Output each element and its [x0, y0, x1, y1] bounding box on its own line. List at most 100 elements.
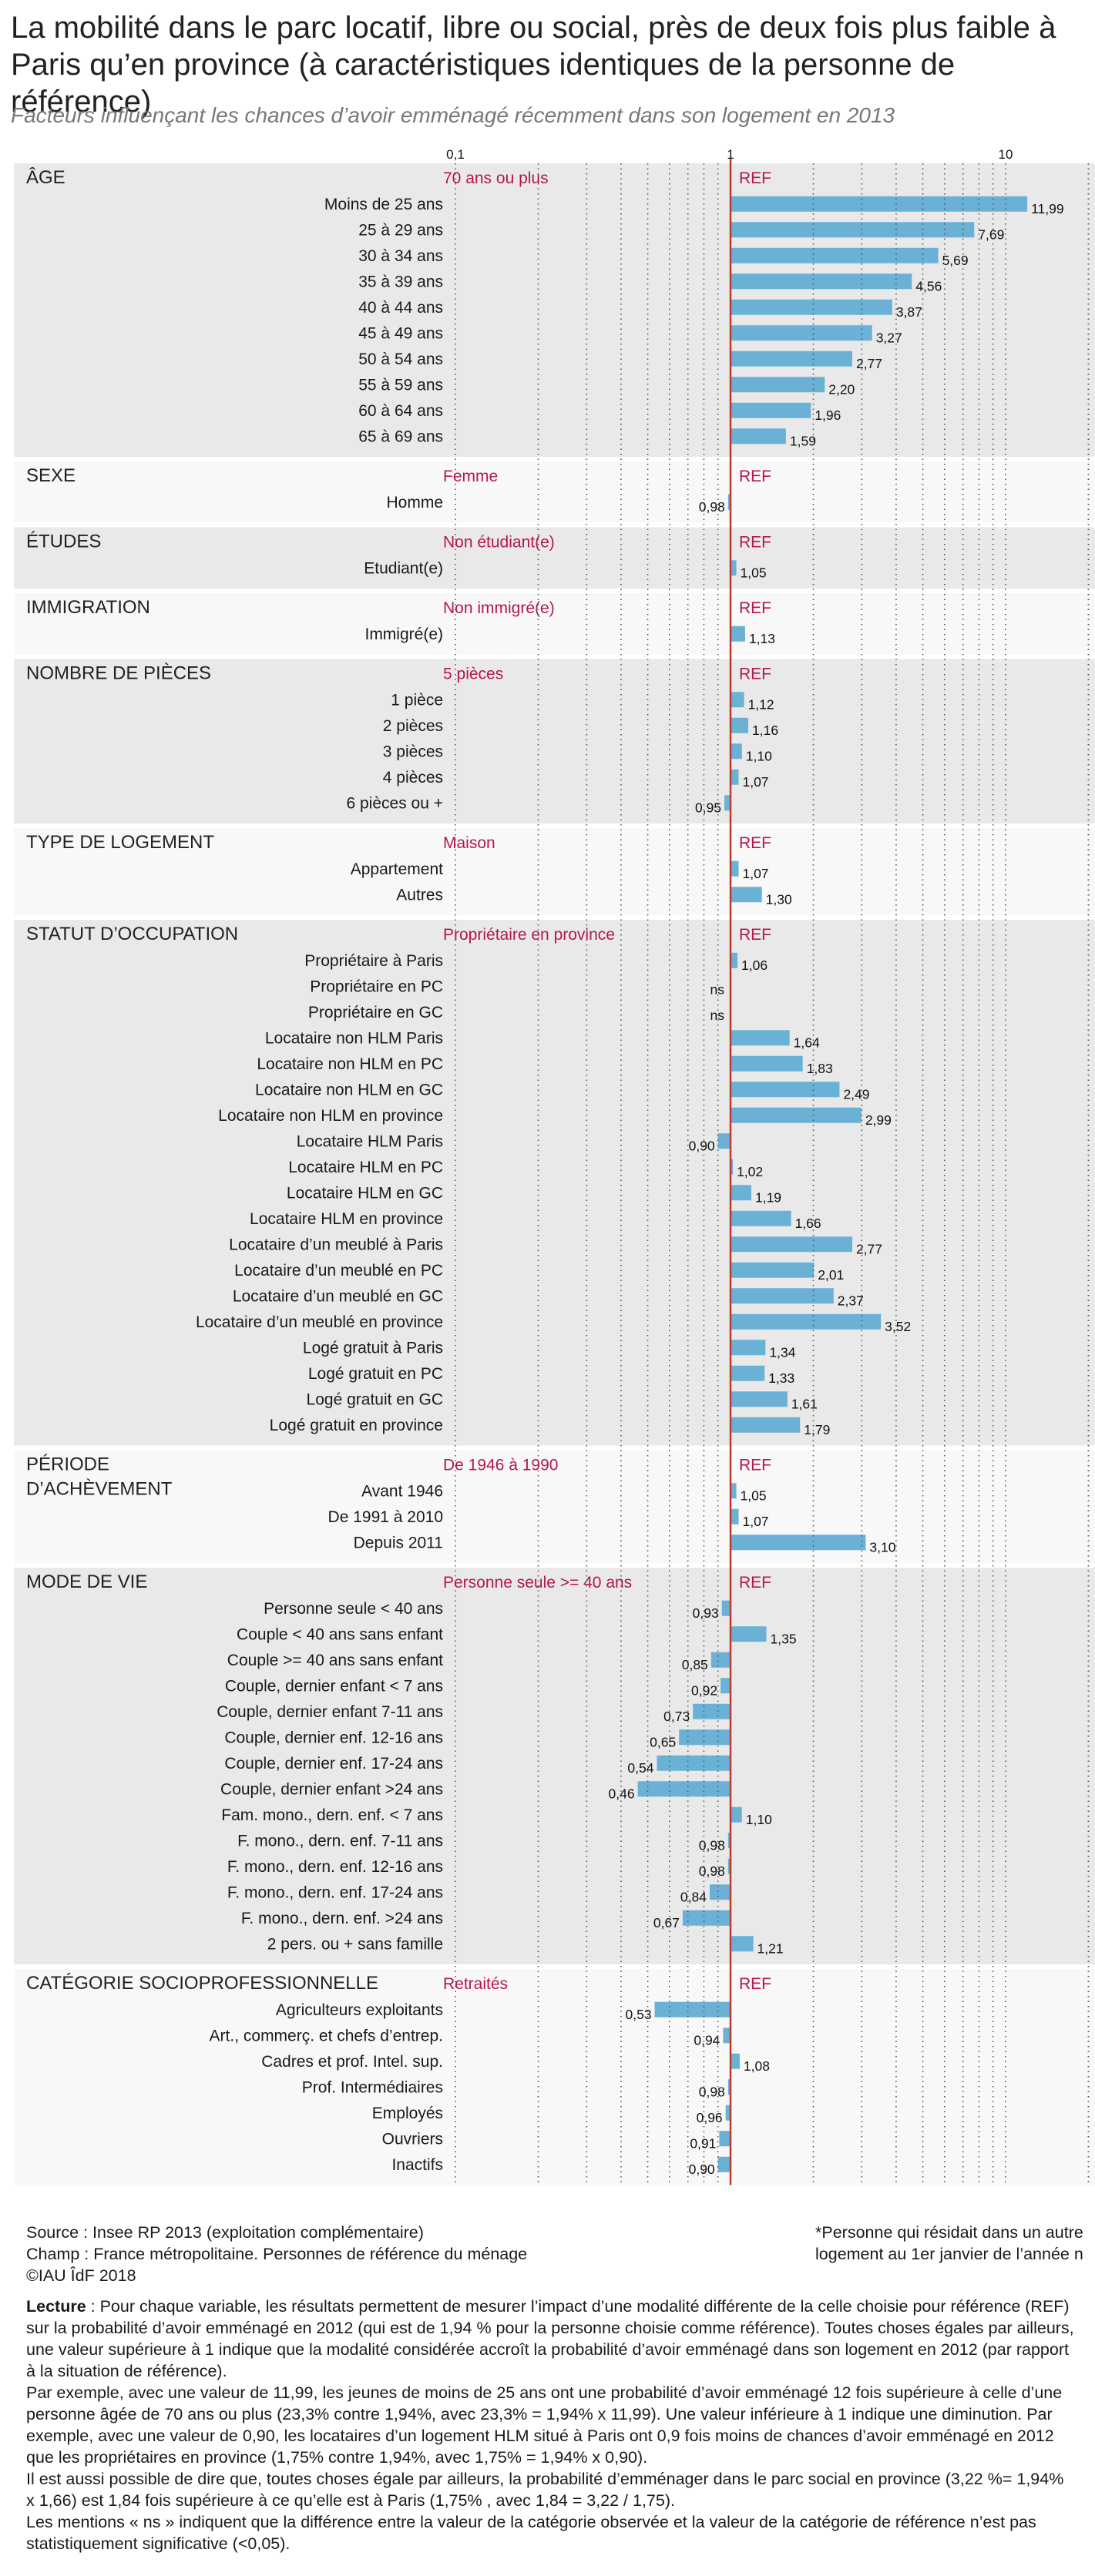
section-title: ÉTUDES	[26, 532, 101, 552]
bar	[725, 2105, 731, 2121]
bar	[654, 2001, 731, 2018]
bar	[731, 1055, 803, 1072]
reference-marker: REF	[739, 1975, 771, 1993]
row-label: Locataire non HLM en GC	[255, 1081, 443, 1098]
bar	[731, 1185, 751, 1201]
data-label: 0,98	[699, 1837, 725, 1853]
section-title: CATÉGORIE SOCIOPROFESSIONNELLE	[26, 1973, 378, 1994]
data-label: 2,49	[843, 1086, 869, 1102]
data-label: 0,85	[682, 1657, 708, 1672]
bar	[727, 1858, 731, 1874]
row-label: Locataire HLM en province	[250, 1210, 443, 1228]
section-band	[14, 163, 1095, 457]
row-label: Locataire HLM en GC	[287, 1184, 443, 1202]
data-label: 0,96	[697, 2110, 723, 2125]
bar	[731, 222, 975, 238]
data-label: 1,05	[741, 565, 767, 580]
data-label: 5,69	[942, 253, 969, 268]
reference-category: 5 pièces	[443, 666, 503, 683]
bar	[679, 1729, 731, 1746]
chart-header: La mobilité dans le parc locatif, libre …	[0, 0, 1095, 142]
bar	[731, 273, 912, 290]
odds-ratio-chart: 0,1 1 10 ÂGE 70 ans ou plus REF Moins de 25 an…	[14, 147, 1095, 2185]
row-label: F. mono., dern. enf. 12-16 ans	[227, 1858, 443, 1876]
bar	[731, 196, 1028, 212]
row-label: 3 pièces	[383, 743, 443, 760]
data-label: 1,10	[746, 1812, 772, 1827]
row-label: 2 pers. ou + sans famille	[267, 1935, 443, 1953]
data-label: 0,46	[609, 1786, 635, 1801]
bar	[731, 1159, 734, 1175]
reference-category: Propriétaire en province	[443, 926, 615, 944]
bar	[731, 1391, 788, 1407]
copyright-text: ©IAU ÎdF 2018	[26, 2266, 136, 2285]
bar	[731, 402, 811, 418]
data-label: 0,91	[690, 2135, 716, 2151]
bar	[731, 1262, 815, 1278]
data-label: 0,93	[693, 1605, 719, 1621]
data-label: 0,54	[627, 1760, 653, 1776]
bar	[731, 1313, 882, 1330]
row-label: Fam. mono., dern. enf. < 7 ans	[221, 1806, 443, 1824]
data-label: 1,64	[794, 1035, 820, 1050]
reading-text-1: : Pour chaque variable, les résultats pe…	[26, 2297, 1074, 2380]
data-label: 0,84	[680, 1889, 707, 1904]
data-label: 0,90	[689, 1138, 715, 1153]
section-title: PÉRIODE D’ACHÈVEMENT	[26, 1454, 173, 1500]
data-label: 0,53	[626, 2007, 652, 2022]
data-label: 1,13	[749, 631, 775, 646]
data-label: 1,96	[815, 408, 841, 423]
row-label: Avant 1946	[361, 1482, 443, 1500]
bar	[731, 1508, 739, 1524]
section-title: TYPE DE LOGEMENT	[26, 832, 214, 853]
row-label: 55 à 59 ans	[358, 376, 443, 394]
row-label: Cadres et prof. Intel. sup.	[261, 2053, 443, 2071]
section-title: ÂGE	[26, 167, 65, 188]
data-label: 2,01	[818, 1267, 844, 1283]
reference-category: 70 ans ou plus	[443, 169, 549, 187]
row-label: Locataire HLM Paris	[297, 1132, 443, 1150]
row-label: 40 à 44 ans	[358, 299, 443, 317]
reference-marker: REF	[739, 534, 771, 552]
section-band	[14, 828, 1095, 915]
row-label: Ouvriers	[382, 2130, 443, 2148]
row-label: Couple, dernier enfant >24 ans	[220, 1780, 443, 1798]
bar	[727, 1833, 731, 1849]
data-label: 0,98	[699, 1863, 725, 1879]
reference-marker: REF	[739, 926, 771, 944]
row-label: 1 pièce	[391, 691, 443, 709]
bar	[731, 692, 744, 708]
bar	[721, 1600, 731, 1616]
data-label: 2,99	[865, 1112, 892, 1128]
row-label: Couple, dernier enfant 7-11 ans	[217, 1703, 443, 1721]
reference-marker: REF	[739, 599, 771, 617]
reference-marker: REF	[739, 1457, 771, 1474]
section-title: NOMBRE DE PIÈCES	[26, 663, 211, 684]
row-label: Logé gratuit en PC	[308, 1365, 443, 1383]
row-label: Couple, dernier enf. 17-24 ans	[224, 1755, 443, 1773]
reading-paragraph-1: Lecture : Pour chaque variable, les résu…	[26, 2296, 1074, 2382]
data-label: 1,33	[768, 1370, 794, 1386]
bar	[731, 247, 939, 263]
section-title: STATUT D’OCCUPATION	[26, 924, 238, 944]
row-label: Propriétaire en GC	[308, 1004, 443, 1021]
row-label: 60 à 64 ans	[358, 402, 443, 420]
row-label: 65 à 69 ans	[358, 428, 443, 445]
data-label: 0,73	[663, 1709, 690, 1724]
data-label: 1,06	[741, 958, 768, 973]
row-label: 6 pièces ou +	[346, 794, 443, 812]
row-label: Appartement	[351, 860, 443, 878]
row-label: F. mono., dern. enf. >24 ans	[241, 1910, 443, 1927]
reading-paragraph-3: Il est aussi possible de dire que, toute…	[26, 2470, 1064, 2510]
row-label: Immigré(e)	[364, 626, 443, 643]
bar	[731, 299, 892, 315]
row-label: Locataire d’un meublé en province	[196, 1313, 443, 1331]
footnote-line-1: *Personne qui résidait dans un autre	[815, 2223, 1083, 2242]
reference-category: Non immigré(e)	[443, 599, 555, 617]
data-label: 1,59	[790, 433, 816, 448]
section-band	[14, 920, 1095, 1446]
bar	[731, 1210, 791, 1226]
reference-category: Non étudiant(e)	[443, 534, 555, 552]
bar	[731, 1936, 754, 1952]
data-label: 0,95	[695, 800, 721, 815]
